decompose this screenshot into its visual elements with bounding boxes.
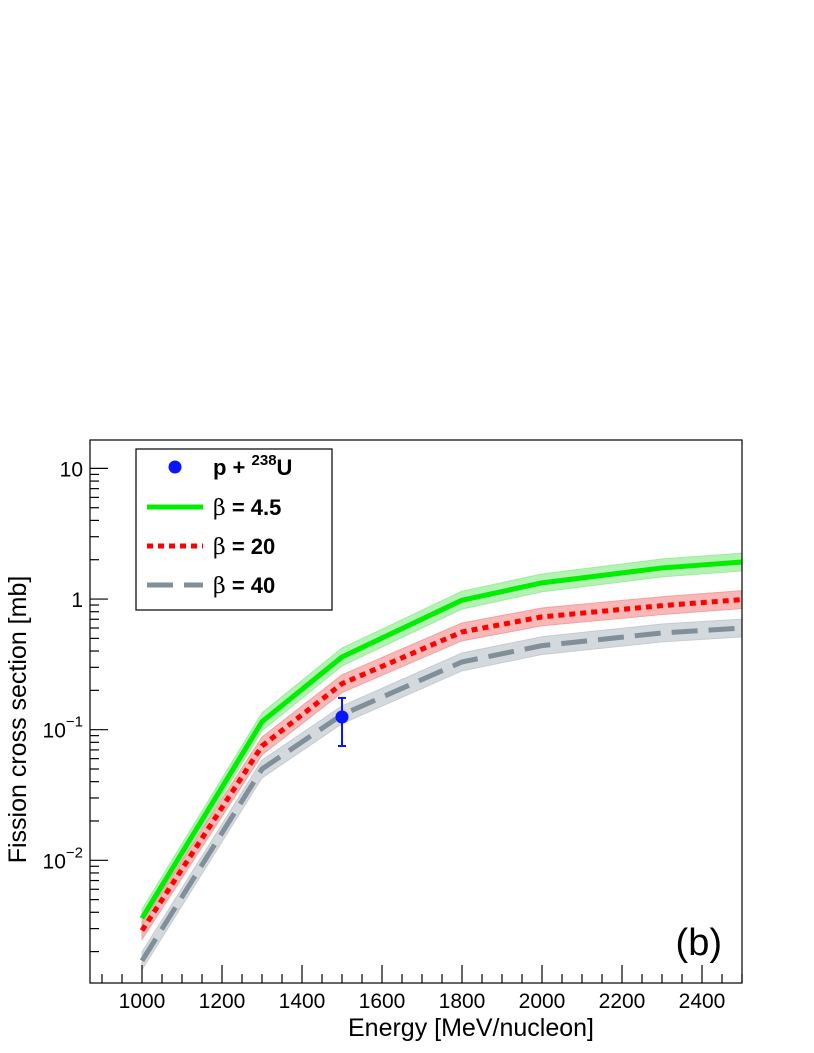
data-point (335, 710, 349, 724)
y-axis-ticks: 10 1 10−1 10−2 (43, 458, 108, 953)
x-tick-label: 2400 (679, 990, 726, 1013)
x-tick-label: 1400 (279, 990, 326, 1013)
legend-label-series-1: β = 4.5 (213, 495, 281, 521)
line-series-2 (139, 597, 743, 932)
x-axis-ticks: 1000 1200 1400 1600 1800 2000 2200 2400 (101, 965, 743, 1013)
x-tick-label: 2000 (519, 990, 566, 1013)
legend-label-series-3: β = 40 (213, 573, 275, 599)
legend-label-data-point: p + 238U (213, 452, 292, 480)
x-tick-label: 1800 (439, 990, 486, 1013)
legend: p + 238U β = 4.5 β = 20 β = 40 (135, 448, 333, 611)
y-tick-label: 1 (71, 589, 83, 612)
x-tick-label: 1600 (359, 990, 406, 1013)
y-tick-label: 10 (60, 458, 83, 481)
x-tick-label: 1000 (119, 990, 166, 1013)
y-tick-label: 10−1 (43, 714, 83, 743)
series-lines (139, 559, 743, 963)
y-tick-label: 10−2 (43, 844, 83, 873)
x-tick-label: 1200 (199, 990, 246, 1013)
uncertainty-bands (141, 552, 743, 972)
line-series-3 (139, 625, 743, 963)
panel-label: (b) (676, 922, 722, 964)
y-axis-label: Fission cross section [mb] (4, 576, 32, 864)
line-series-1 (139, 559, 743, 920)
legend-marker-data-point (168, 460, 182, 474)
plot-frame (89, 439, 743, 984)
data-point-group (335, 696, 349, 747)
x-tick-label: 2200 (599, 990, 646, 1013)
x-axis-label: Energy [MeV/nucleon] (348, 1014, 594, 1042)
legend-label-series-2: β = 20 (213, 534, 275, 560)
